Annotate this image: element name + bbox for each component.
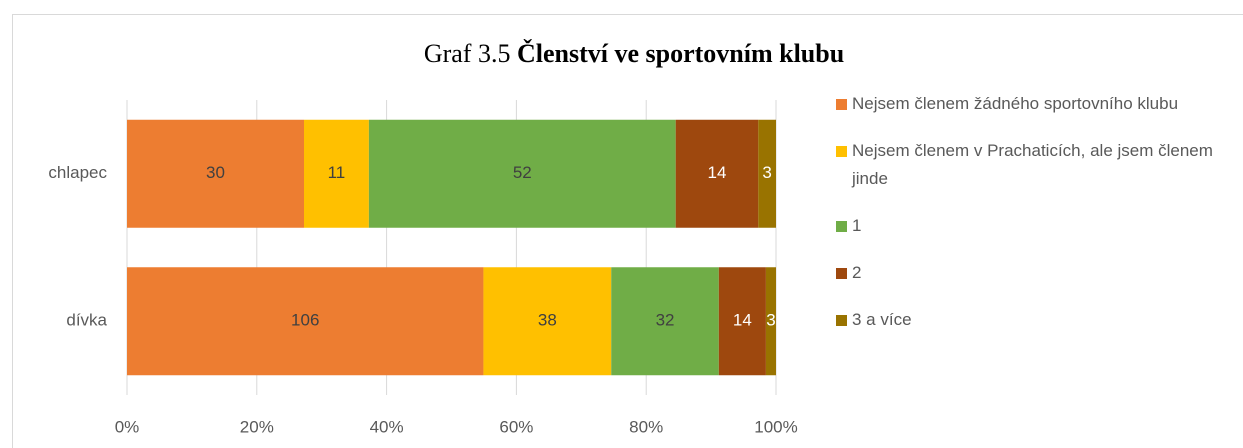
title-main: Členství ve sportovním klubu [517, 39, 844, 68]
chart-title: Graf 3.5 Členství ve sportovním klubu [424, 39, 844, 68]
legend-label: Nejsem členem žádného sportovního klubu [852, 94, 1179, 113]
legend-item: Nejsem členem žádného sportovního klubu [836, 90, 1231, 118]
legend-swatch [836, 146, 847, 157]
legend-item: 3 a více [836, 306, 1231, 334]
legend-swatch [836, 221, 847, 232]
bar-segment [127, 267, 484, 376]
x-tick-label: 20% [240, 417, 274, 436]
bar-segment [368, 119, 676, 228]
y-tick-label: chlapec [48, 163, 107, 182]
legend-label: Nejsem členem v Prachaticích, ale jsem č… [852, 141, 1213, 188]
legend: Nejsem členem žádného sportovního klubu N… [836, 90, 1231, 353]
legend-item: 2 [836, 259, 1231, 287]
legend-swatch [836, 315, 847, 326]
legend-swatch [836, 99, 847, 110]
bar-segment [127, 119, 304, 228]
bar-segment [483, 267, 612, 376]
bar-segment [765, 267, 776, 376]
legend-item: Nejsem členem v Prachaticích, ale jsem č… [836, 137, 1231, 193]
legend-swatch [836, 268, 847, 279]
data-label: 11 [328, 163, 346, 182]
data-label: 3 [762, 163, 771, 182]
data-label: 14 [708, 163, 727, 182]
legend-label: 1 [852, 216, 862, 235]
x-tick-label: 60% [499, 417, 533, 436]
legend-label: 3 a více [852, 310, 912, 329]
data-label: 30 [206, 163, 225, 182]
chart-frame [12, 14, 1243, 448]
data-label: 14 [733, 311, 752, 330]
bar-segment [718, 267, 766, 376]
title-prefix: Graf 3.5 [424, 39, 511, 68]
y-tick-label: dívka [66, 311, 107, 330]
bar-segment [758, 119, 776, 228]
data-label: 3 [766, 311, 775, 330]
data-label: 52 [513, 163, 532, 182]
data-label: 38 [538, 311, 557, 330]
x-tick-label: 80% [629, 417, 663, 436]
x-tick-label: 100% [754, 417, 797, 436]
x-tick-label: 0% [115, 417, 140, 436]
legend-item: 1 [836, 212, 1231, 240]
bar-segment [304, 119, 369, 228]
data-label: 106 [291, 311, 319, 330]
data-label: 32 [656, 311, 675, 330]
bar-segment [675, 119, 759, 228]
legend-label: 2 [852, 263, 862, 282]
bar-segment [611, 267, 719, 376]
x-tick-label: 40% [370, 417, 404, 436]
